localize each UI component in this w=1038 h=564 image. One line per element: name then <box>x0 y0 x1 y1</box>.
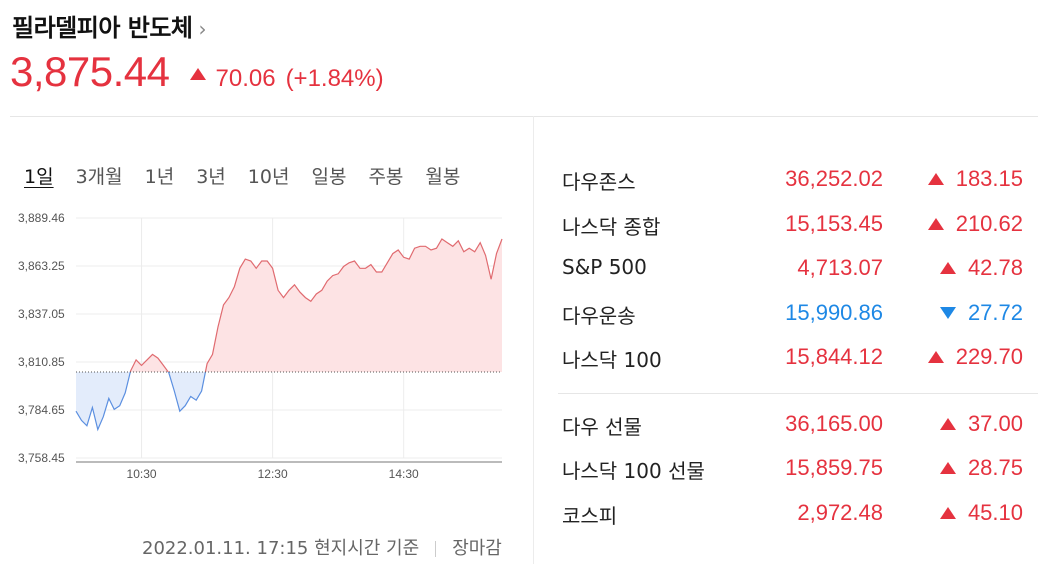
index-row[interactable]: 나스닥 100 선물 15,859.75 28.75 <box>560 453 1038 498</box>
index-change: 27.72 <box>939 299 1023 326</box>
current-price: 3,875.44 <box>10 48 170 95</box>
triangle-down-icon <box>939 306 956 319</box>
triangle-up-icon <box>939 262 956 274</box>
index-change: 37.00 <box>939 410 1023 437</box>
price-change: 70.06 <box>215 65 276 92</box>
tab-period[interactable]: 월봉 <box>425 166 461 188</box>
x-tick-label: 14:30 <box>389 467 419 481</box>
index-value: 15,153.45 <box>785 210 883 236</box>
chart-footer: 2022.01.11. 17:15 현지시간 기준 장마감 <box>142 534 502 560</box>
index-change-value: 183.15 <box>955 166 1023 191</box>
y-tick-label: 3,810.85 <box>18 355 65 369</box>
index-row[interactable]: 나스닥 종합 15,153.45 210.62 <box>560 209 1038 254</box>
index-value: 36,165.00 <box>785 410 883 436</box>
price-summary: 3,875.44 70.06 (+1.84%) <box>10 48 384 96</box>
vertical-divider <box>533 116 534 564</box>
area-up <box>76 239 502 373</box>
index-name[interactable]: 다우 선물 <box>562 414 642 439</box>
price-change-percent: (+1.84%) <box>285 65 384 92</box>
index-row[interactable]: 다우운송 15,990.86 27.72 <box>560 298 1038 343</box>
y-tick-label: 3,837.05 <box>18 307 65 321</box>
triangle-up-icon <box>927 173 944 185</box>
triangle-up-icon <box>189 68 206 80</box>
index-row[interactable]: 나스닥 100 15,844.12 229.70 <box>560 342 1038 387</box>
index-change-value: 37.00 <box>967 410 1023 436</box>
tab-period[interactable]: 10년 <box>247 166 290 188</box>
y-tick-label: 3,863.25 <box>18 259 65 273</box>
timestamp: 2022.01.11. 17:15 현지시간 기준 <box>142 538 420 559</box>
index-name[interactable]: S&P 500 <box>562 255 647 279</box>
page-title[interactable]: 필라델피아 반도체 › <box>12 8 206 43</box>
index-value: 15,859.75 <box>785 455 883 480</box>
series-line-up <box>129 238 503 373</box>
index-value: 15,990.86 <box>785 299 883 325</box>
index-change-value: 210.62 <box>955 210 1023 236</box>
separator <box>435 541 437 557</box>
triangle-up-icon <box>939 417 956 430</box>
index-change-value: 28.75 <box>967 455 1023 480</box>
index-value: 36,252.02 <box>785 166 883 191</box>
index-name[interactable]: 다우존스 <box>562 170 636 194</box>
index-change: 42.78 <box>939 255 1023 281</box>
chevron-right-icon[interactable]: › <box>198 17 207 41</box>
index-name[interactable]: 코스피 <box>562 503 618 528</box>
index-value: 2,972.48 <box>797 499 883 525</box>
index-name[interactable]: 다우운송 <box>562 303 636 328</box>
tab-period[interactable]: 1년 <box>144 166 175 188</box>
triangle-up-icon <box>927 217 944 230</box>
index-change: 45.10 <box>939 499 1023 526</box>
divider <box>558 392 1038 394</box>
divider <box>10 116 1038 117</box>
index-row[interactable]: S&P 500 4,713.07 42.78 <box>560 253 1038 298</box>
index-change: 210.62 <box>927 210 1023 237</box>
tab-period[interactable]: 3년 <box>196 166 226 188</box>
x-tick-label: 10:30 <box>127 467 157 481</box>
related-indices: 다우존스 36,252.02 183.15 나스닥 종합 15,153.45 210.62… <box>558 164 1038 543</box>
y-tick-label: 3,889.46 <box>18 211 65 225</box>
tab-period[interactable]: 일봉 <box>311 166 347 188</box>
tab-period[interactable]: 1일 <box>24 166 54 188</box>
triangle-up-icon <box>939 462 956 474</box>
triangle-up-icon <box>939 506 956 519</box>
index-change: 229.70 <box>927 344 1023 370</box>
intraday-chart: 3,889.46 3,863.25 3,837.05 3,810.85 3,784.65… <box>18 211 503 481</box>
index-change: 28.75 <box>939 455 1023 481</box>
section-divider <box>558 387 1038 409</box>
index-name: 필라델피아 반도체 <box>12 14 193 42</box>
index-change-value: 42.78 <box>967 255 1023 280</box>
y-tick-label: 3,758.45 <box>18 451 65 465</box>
period-tabs: 1일 3개월 1년 3년 10년 일봉 주봉 월봉 <box>24 162 482 189</box>
index-change-value: 229.70 <box>955 344 1023 369</box>
tab-period[interactable]: 주봉 <box>368 166 404 188</box>
index-value: 15,844.12 <box>785 344 883 369</box>
index-value: 4,713.07 <box>797 255 883 280</box>
triangle-up-icon <box>927 351 944 363</box>
index-name[interactable]: 나스닥 100 <box>562 348 662 372</box>
index-name[interactable]: 나스닥 종합 <box>562 214 661 239</box>
index-change-value: 27.72 <box>967 299 1023 325</box>
index-change: 183.15 <box>927 166 1023 192</box>
tab-period[interactable]: 3개월 <box>75 166 123 188</box>
index-row[interactable]: 다우존스 36,252.02 183.15 <box>560 164 1038 209</box>
index-name[interactable]: 나스닥 100 선물 <box>562 459 705 483</box>
x-tick-label: 12:30 <box>258 467 288 481</box>
index-row[interactable]: 코스피 2,972.48 45.10 <box>560 498 1038 543</box>
index-row[interactable]: 다우 선물 36,165.00 37.00 <box>560 409 1038 454</box>
market-status: 장마감 <box>452 538 502 559</box>
index-change-value: 45.10 <box>967 499 1023 525</box>
y-tick-label: 3,784.65 <box>18 403 65 417</box>
